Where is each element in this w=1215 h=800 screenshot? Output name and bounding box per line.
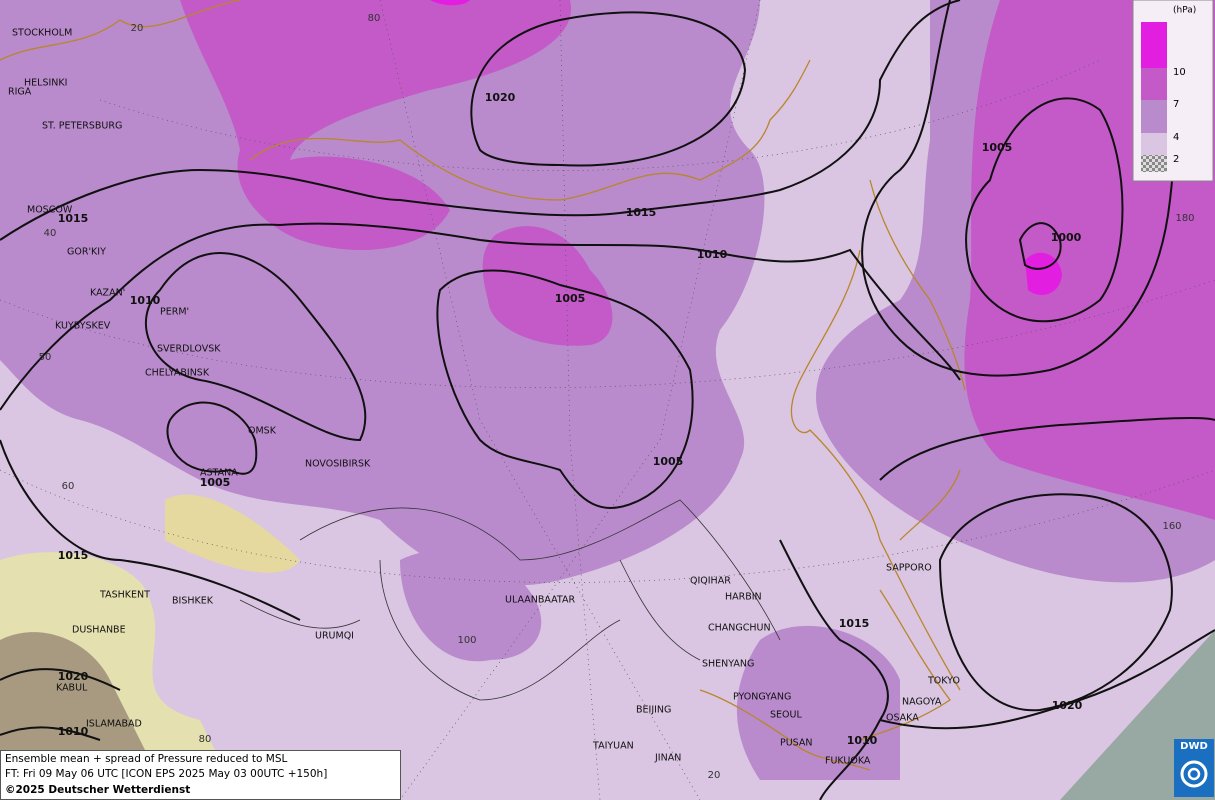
city-label: RIGA bbox=[8, 87, 32, 98]
legend-level: 10 bbox=[1173, 67, 1186, 78]
terrain bbox=[165, 494, 300, 573]
caption: Ensemble mean + spread of Pressure reduc… bbox=[0, 750, 401, 800]
graticule-label: 180 bbox=[1175, 213, 1194, 224]
isobar-label: 1005 bbox=[555, 292, 586, 305]
city-label: SHENYANG bbox=[702, 659, 754, 670]
legend-swatch bbox=[1141, 100, 1167, 133]
city-label: NOVOSIBIRSK bbox=[305, 459, 371, 470]
graticule-label: 20 bbox=[708, 770, 721, 781]
graticule-label: 60 bbox=[62, 481, 75, 492]
city-label: JINAN bbox=[654, 753, 681, 764]
isobar-label: 1015 bbox=[839, 617, 870, 630]
city-label: BEIJING bbox=[636, 705, 671, 716]
isobar-label: 1015 bbox=[626, 206, 657, 219]
legend-level: 4 bbox=[1173, 132, 1179, 143]
legend-swatch bbox=[1141, 22, 1167, 68]
legend-level: 7 bbox=[1173, 99, 1179, 110]
graticule-label: 100 bbox=[457, 635, 476, 646]
caption-box bbox=[0, 750, 401, 800]
isobar-label: 1005 bbox=[200, 476, 231, 489]
city-label: TOKYO bbox=[927, 676, 960, 687]
caption-line: FT: Fri 09 May 06 UTC [ICON EPS 2025 May… bbox=[5, 768, 327, 780]
city-label: CHELYABINSK bbox=[145, 368, 210, 379]
caption-line: Ensemble mean + spread of Pressure reduc… bbox=[5, 753, 288, 765]
city-label: KUYBYSKEV bbox=[55, 321, 111, 332]
spread-max bbox=[430, 0, 470, 6]
coastlines bbox=[0, 0, 966, 771]
city-label: TASHKENT bbox=[99, 590, 150, 601]
isobar-label: 1010 bbox=[697, 248, 728, 261]
spread-mid bbox=[736, 625, 900, 780]
logo: DWD bbox=[1174, 739, 1214, 797]
city-label: ST. PETERSBURG bbox=[42, 121, 122, 132]
graticule-label: 40 bbox=[44, 228, 57, 239]
borders bbox=[239, 499, 781, 701]
isobar-label: 1010 bbox=[58, 725, 89, 738]
city-label: HELSINKI bbox=[24, 78, 67, 89]
logo-text: DWD bbox=[1180, 741, 1208, 752]
city-label: OMSK bbox=[248, 426, 277, 437]
city-label: URUMQI bbox=[315, 631, 354, 642]
legend-level: 2 bbox=[1173, 154, 1179, 165]
isobar-label: 1015 bbox=[58, 212, 89, 225]
isobar-label: 1020 bbox=[485, 91, 516, 104]
legend-swatch bbox=[1141, 133, 1167, 155]
legend-swatch bbox=[1141, 155, 1167, 172]
isobar-label: 1020 bbox=[1052, 699, 1083, 712]
city-label: SAPPORO bbox=[886, 563, 932, 574]
graticule-label: 20 bbox=[131, 23, 144, 34]
city-label: NAGOYA bbox=[902, 697, 942, 708]
city-label: MOSCOW bbox=[27, 205, 73, 216]
isobar-label: 1005 bbox=[653, 455, 684, 468]
graticule-label: 80 bbox=[368, 13, 381, 24]
city-label: SEOUL bbox=[770, 710, 802, 721]
city-label: ISLAMABAD bbox=[86, 719, 142, 730]
caption-line: ©2025 Deutscher Wetterdienst bbox=[5, 784, 190, 796]
city-label: FUKUOKA bbox=[825, 756, 871, 767]
city-label: TAIYUAN bbox=[592, 741, 634, 752]
isobar-label: 1010 bbox=[130, 294, 161, 307]
graticule-label: 160 bbox=[1162, 521, 1181, 532]
isobar-label: 1020 bbox=[58, 670, 89, 683]
city-label: QIQIHAR bbox=[690, 576, 731, 587]
city-label: OSAKA bbox=[886, 713, 919, 724]
legend-swatch bbox=[1141, 68, 1167, 100]
city-label: KABUL bbox=[56, 683, 88, 694]
graticule-label: 80 bbox=[199, 734, 212, 745]
city-label: GOR'KIY bbox=[67, 247, 106, 258]
logo-icon bbox=[1180, 760, 1208, 788]
legend: (hPa) 10 7 4 2 bbox=[1132, 0, 1214, 182]
spread-mid bbox=[0, 0, 765, 586]
city-label: HARBIN bbox=[725, 592, 762, 603]
city-label: STOCKHOLM bbox=[12, 28, 72, 39]
isobar-label: 1005 bbox=[982, 141, 1013, 154]
legend-title: (hPa) bbox=[1173, 6, 1196, 16]
logo-icon bbox=[1187, 767, 1201, 781]
spread-mid bbox=[400, 549, 542, 662]
isobar-label: 1015 bbox=[58, 549, 89, 562]
spread-high bbox=[482, 226, 613, 346]
isobar-label: 1000 bbox=[1051, 231, 1082, 244]
isobar-label: 1010 bbox=[847, 734, 878, 747]
city-label: SVERDLOVSK bbox=[157, 344, 221, 355]
city-label: CHANGCHUN bbox=[708, 623, 771, 634]
city-label: KAZAN' bbox=[90, 288, 125, 299]
city-label: PUSAN bbox=[780, 738, 813, 749]
graticule-label: 50 bbox=[39, 352, 52, 363]
city-label: ASTANA bbox=[200, 468, 238, 479]
city-label: ULAANBAATAR bbox=[505, 595, 575, 606]
city-label: BISHKEK bbox=[172, 596, 214, 607]
city-label: PYONGYANG bbox=[733, 692, 791, 703]
city-label: PERM' bbox=[160, 307, 189, 318]
spread-high bbox=[180, 0, 572, 250]
city-label: DUSHANBE bbox=[72, 625, 126, 636]
